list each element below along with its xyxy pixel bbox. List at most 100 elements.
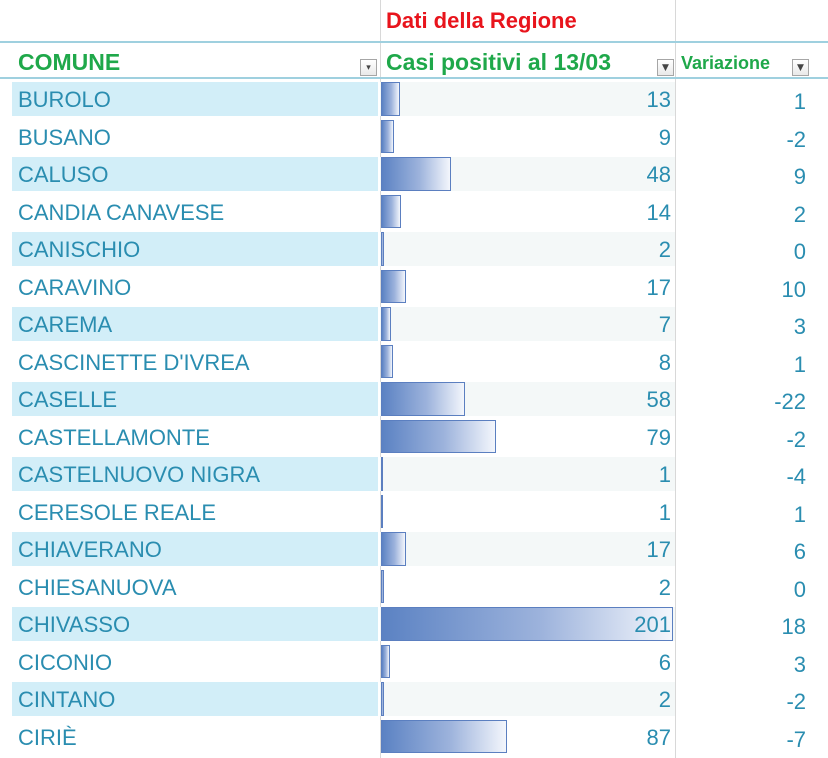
cell-comune[interactable]: CASELLE — [12, 382, 378, 416]
comune-name: BUROLO — [18, 87, 111, 112]
cell-casi[interactable]: 17 — [380, 532, 675, 566]
cell-variazione[interactable]: 3 — [676, 645, 828, 679]
cell-comune[interactable]: CASTELNUOVO NIGRA — [12, 457, 378, 491]
cell-comune[interactable]: CERESOLE REALE — [12, 495, 378, 529]
table-row[interactable]: CHIAVERANO 17 6 — [0, 530, 828, 568]
cell-comune[interactable]: CHIVASSO — [12, 607, 378, 641]
cell-comune[interactable]: CHIESANUOVA — [12, 570, 378, 604]
cell-variazione[interactable]: 2 — [676, 195, 828, 229]
cell-comune[interactable]: CHIAVERANO — [12, 532, 378, 566]
table-row[interactable]: BUSANO 9 -2 — [0, 118, 828, 156]
dropdown-filter-icon[interactable]: ▼ — [792, 59, 809, 76]
cell-variazione[interactable]: -22 — [676, 382, 828, 416]
cell-casi[interactable]: 2 — [380, 682, 675, 716]
comune-name: CHIVASSO — [18, 612, 131, 637]
table-row[interactable]: CASELLE 58 -22 — [0, 380, 828, 418]
cell-casi[interactable]: 201 — [380, 607, 675, 641]
comune-name: CASTELNUOVO NIGRA — [18, 462, 261, 487]
table-row[interactable]: CARAVINO 17 10 — [0, 268, 828, 306]
sort-filter-icon[interactable]: ▾ — [360, 59, 377, 76]
variazione-value: 6 — [793, 539, 806, 564]
column-header-variazione[interactable]: Variazione — [681, 53, 771, 73]
variazione-value: 3 — [793, 314, 806, 339]
cell-comune[interactable]: CAREMA — [12, 307, 378, 341]
cell-casi[interactable]: 2 — [380, 232, 675, 266]
cell-casi[interactable]: 58 — [380, 382, 675, 416]
cell-variazione[interactable]: -7 — [676, 720, 828, 754]
comune-name: CANISCHIO — [18, 237, 141, 262]
casi-value: 9 — [658, 124, 671, 150]
cell-casi[interactable]: 87 — [380, 719, 675, 753]
comune-name: CHIAVERANO — [18, 537, 162, 562]
cell-variazione[interactable]: 3 — [676, 307, 828, 341]
data-rows: BUROLO 13 1 BUSANO 9 -2 CALUSO 48 9 CANDIA CANAVE… — [0, 80, 828, 755]
cell-variazione[interactable]: -2 — [676, 682, 828, 716]
variazione-value: 3 — [793, 651, 806, 677]
cell-variazione[interactable]: 10 — [676, 270, 828, 304]
cell-variazione[interactable]: 9 — [676, 157, 828, 191]
column-header-casi[interactable]: Casi positivi al 13/03 — [386, 49, 612, 75]
data-bar — [381, 119, 394, 153]
cell-comune[interactable]: BUSANO — [12, 120, 378, 154]
table-row[interactable]: CICONIO 6 3 — [0, 643, 828, 681]
cell-comune[interactable]: CANDIA CANAVESE — [12, 195, 378, 229]
casi-value: 2 — [658, 687, 671, 712]
cell-variazione[interactable]: -2 — [676, 420, 828, 454]
cell-comune[interactable]: CANISCHIO — [12, 232, 378, 266]
cell-casi[interactable]: 1 — [380, 457, 675, 491]
table-row[interactable]: CAREMA 7 3 — [0, 305, 828, 343]
cell-variazione[interactable]: 1 — [676, 82, 828, 116]
table-row[interactable]: CINTANO 2 -2 — [0, 680, 828, 718]
table-row[interactable]: CASTELLAMONTE 79 -2 — [0, 418, 828, 456]
cell-comune[interactable]: CARAVINO — [12, 270, 378, 304]
table-row[interactable]: CHIVASSO 201 18 — [0, 605, 828, 643]
dropdown-filter-icon[interactable]: ▼ — [657, 59, 674, 76]
table-row[interactable]: BUROLO 13 1 — [0, 80, 828, 118]
cell-comune[interactable]: CICONIO — [12, 645, 378, 679]
cell-comune[interactable]: CASTELLAMONTE — [12, 420, 378, 454]
table-row[interactable]: CANISCHIO 2 0 — [0, 230, 828, 268]
cell-comune[interactable]: BUROLO — [12, 82, 378, 116]
cell-casi[interactable]: 17 — [380, 269, 675, 303]
cell-casi[interactable]: 2 — [380, 569, 675, 603]
table-row[interactable]: CASCINETTE D'IVREA 8 1 — [0, 343, 828, 381]
cell-variazione[interactable]: 18 — [676, 607, 828, 641]
casi-value: 13 — [646, 87, 671, 112]
cell-comune[interactable]: CIRIÈ — [12, 720, 378, 754]
cell-variazione[interactable]: -4 — [676, 457, 828, 491]
cell-variazione[interactable]: 0 — [676, 232, 828, 266]
cell-casi[interactable]: 7 — [380, 307, 675, 341]
cell-casi[interactable]: 14 — [380, 194, 675, 228]
cell-variazione[interactable]: -2 — [676, 120, 828, 154]
cell-variazione[interactable]: 1 — [676, 345, 828, 379]
table-row[interactable]: CIRIÈ 87 -7 — [0, 718, 828, 756]
comune-name: CASELLE — [18, 387, 118, 412]
cell-variazione[interactable]: 6 — [676, 532, 828, 566]
cell-casi[interactable]: 13 — [380, 82, 675, 116]
variazione-value: 18 — [781, 614, 806, 639]
casi-value: 17 — [646, 274, 671, 300]
cell-casi[interactable]: 48 — [380, 157, 675, 191]
variazione-value: 1 — [793, 501, 806, 527]
column-header-comune[interactable]: COMUNE — [18, 49, 121, 75]
cell-variazione[interactable]: 0 — [676, 570, 828, 604]
table-row[interactable]: CERESOLE REALE 1 1 — [0, 493, 828, 531]
table-row[interactable]: CHIESANUOVA 2 0 — [0, 568, 828, 606]
cell-casi[interactable]: 6 — [380, 644, 675, 678]
cell-casi[interactable]: 8 — [380, 344, 675, 378]
comune-name: CINTANO — [18, 687, 116, 712]
cell-variazione[interactable]: 1 — [676, 495, 828, 529]
cell-comune[interactable]: CINTANO — [12, 682, 378, 716]
cell-casi[interactable]: 1 — [380, 494, 675, 528]
casi-value: 201 — [634, 612, 671, 637]
cell-comune[interactable]: CALUSO — [12, 157, 378, 191]
table-row[interactable]: CASTELNUOVO NIGRA 1 -4 — [0, 455, 828, 493]
cell-comune[interactable]: CASCINETTE D'IVREA — [12, 345, 378, 379]
table-row[interactable]: CANDIA CANAVESE 14 2 — [0, 193, 828, 231]
cell-casi[interactable]: 9 — [380, 119, 675, 153]
comune-name: CIRIÈ — [18, 724, 77, 750]
table-row[interactable]: CALUSO 48 9 — [0, 155, 828, 193]
data-bar — [381, 719, 507, 753]
cell-casi[interactable]: 79 — [380, 419, 675, 453]
